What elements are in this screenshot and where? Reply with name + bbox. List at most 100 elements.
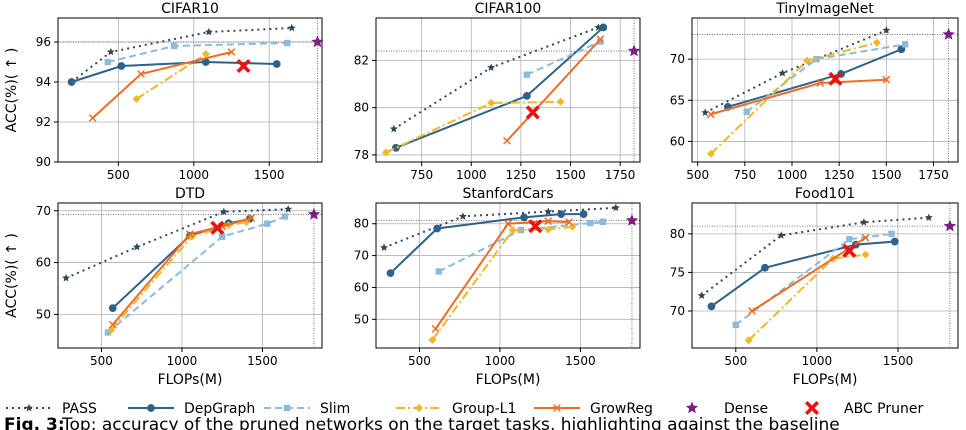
series-line-pass — [65, 208, 289, 280]
data-point-pass — [924, 213, 933, 222]
data-point-growreg — [706, 110, 715, 119]
x-tick-label: 1500 — [555, 168, 586, 182]
data-point-depgraph — [67, 78, 76, 86]
data-point-depgraph — [117, 62, 126, 70]
legend-label-pass: PASS — [62, 401, 97, 417]
data-point-growreg — [108, 320, 117, 329]
y-tick-label: 94 — [36, 75, 51, 89]
data-point-slim — [743, 108, 750, 116]
data-point-slim — [264, 220, 271, 227]
chart-cifar100: 750 1000 1250 1500 1750 78 80 82 CIFAR100 — [354, 1, 641, 182]
chart-title: CIFAR10 — [161, 1, 219, 17]
chart-panels: 500 1000 1500 90 92 94 96 CIFAR10 ACC(%)( ↑ ) 750… — [4, 1, 959, 388]
data-point-pass — [389, 124, 398, 133]
x-tick-label: 1000 — [802, 354, 833, 368]
y-tick-label: 92 — [36, 115, 51, 129]
chart-title: TinyImageNet — [775, 1, 874, 17]
chart-food101: 500 1000 1500 70 75 80 Food101 FLOPs(M) — [670, 186, 959, 388]
data-point-pass — [697, 291, 706, 299]
data-point-growreg — [504, 219, 512, 228]
legend-label-dense: Dense — [724, 401, 768, 417]
chart-cifar10: 500 1000 1500 90 92 94 96 CIFAR10 ACC(%)( ↑ ) — [4, 1, 324, 182]
series-pass — [62, 205, 293, 282]
data-point-depgraph — [761, 263, 769, 272]
x-tick-label: 1000 — [456, 168, 487, 182]
y-tick-label: 70 — [670, 52, 685, 66]
series-growreg — [108, 214, 256, 329]
y-tick-label: 50 — [354, 312, 369, 326]
y-tick-label: 60 — [354, 280, 369, 294]
x-tick-label: 750 — [733, 168, 756, 182]
data-point-growreg — [247, 214, 256, 222]
x-tick-label: 500 — [686, 168, 709, 182]
abc-pruner-marker — [210, 220, 225, 235]
caption-label: Fig. 3: — [4, 415, 65, 430]
series-line-growreg — [111, 217, 252, 326]
series-pass — [701, 26, 891, 117]
abc-pruner-marker — [528, 219, 543, 234]
series-line-pass — [701, 216, 929, 297]
x-tick-label: 500 — [408, 354, 431, 368]
legend-marker-depgraph — [147, 404, 155, 412]
y-tick-label: 70 — [354, 249, 369, 263]
data-point-slim — [170, 42, 178, 50]
data-point-group-l1 — [381, 148, 390, 157]
dense-marker — [307, 207, 321, 220]
data-point-growreg — [861, 233, 870, 242]
data-point-pass — [62, 273, 71, 282]
series-depgraph — [707, 237, 899, 311]
series-pass — [380, 203, 620, 252]
legend-item-group-l1: Group-L1 — [396, 401, 516, 417]
data-point-growreg — [503, 136, 511, 145]
data-point-depgraph — [890, 237, 899, 246]
legend-label-depgraph: DepGraph — [184, 401, 255, 417]
data-point-depgraph — [433, 224, 442, 233]
y-tick-label: 65 — [670, 93, 685, 107]
series-slim — [732, 230, 895, 329]
series-growreg — [503, 35, 605, 145]
data-point-depgraph — [272, 60, 281, 68]
data-point-growreg — [227, 48, 236, 56]
x-tick-label: 1000 — [178, 168, 209, 182]
y-tick-label: 70 — [670, 304, 685, 318]
chart-title: DTD — [175, 186, 205, 202]
chart-title: CIFAR100 — [475, 1, 542, 17]
caption-text: Top: accuracy of the pruned networks on … — [61, 415, 840, 430]
data-point-group-l1 — [556, 97, 565, 106]
abc-pruner-marker — [236, 58, 251, 74]
data-point-slim — [218, 233, 226, 240]
y-tick-label: 70 — [36, 204, 51, 218]
plot-frame — [375, 202, 641, 349]
data-point-slim — [888, 230, 895, 238]
x-tick-label: 750 — [410, 168, 433, 182]
series-pass — [697, 213, 933, 299]
series-slim — [104, 213, 289, 336]
abc-pruner-marker — [828, 71, 843, 86]
series-line-group-l1 — [431, 225, 573, 341]
y-tick-label: 75 — [670, 265, 685, 279]
series-line-depgraph — [395, 26, 604, 149]
data-point-slim — [597, 38, 604, 45]
y-axis-label: ACC(%)( ↑ ) — [4, 233, 20, 318]
legend-item-depgraph: DepGraph — [128, 401, 255, 417]
series-growreg — [748, 233, 870, 315]
x-tick-label: 1250 — [506, 168, 537, 182]
data-point-group-l1 — [744, 336, 753, 345]
series-group-l1 — [428, 222, 577, 345]
series-growreg — [431, 217, 574, 333]
data-point-pass — [544, 207, 553, 215]
data-point-depgraph — [522, 92, 531, 100]
dense-marker — [625, 214, 639, 226]
data-point-group-l1 — [428, 336, 437, 345]
legend-marker-slim — [283, 404, 291, 412]
series-slim — [523, 38, 604, 78]
x-tick-label: 1250 — [824, 168, 855, 182]
series-line-depgraph — [710, 240, 895, 308]
plot-frame — [57, 17, 323, 163]
legend-item-dense: Dense — [685, 401, 768, 417]
series-line-group-l1 — [110, 221, 247, 331]
y-tick-label: 90 — [36, 155, 51, 169]
data-point-slim — [901, 41, 909, 48]
series-line-growreg — [710, 78, 887, 116]
